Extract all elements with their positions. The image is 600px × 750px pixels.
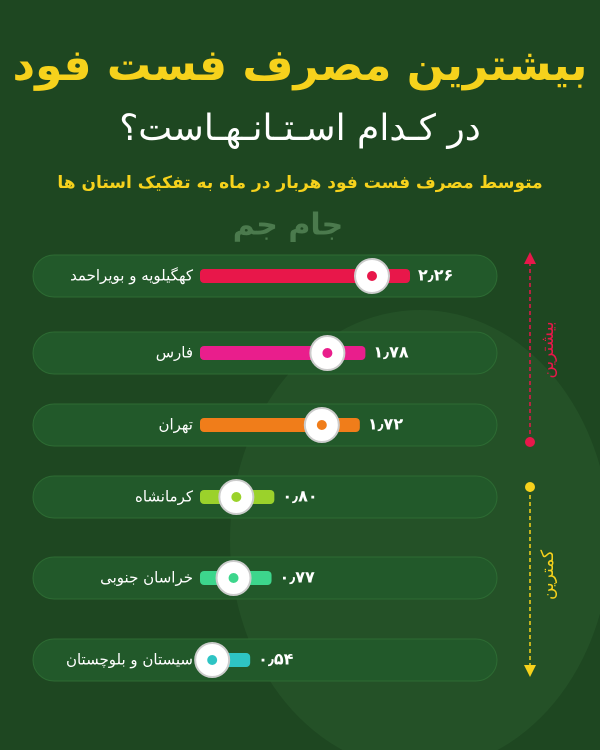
caption: متوسط مصرف فست فود هربار در ماه به تفکیک… bbox=[57, 173, 542, 193]
category-label: تهران bbox=[158, 416, 193, 434]
category-label: سیستان و بلوچستان bbox=[66, 651, 193, 669]
most-arrow-head bbox=[524, 252, 536, 264]
knob-dot bbox=[207, 655, 218, 665]
most-arrow-dot bbox=[525, 437, 535, 447]
value-label: ۰٫۸۰ bbox=[282, 487, 317, 506]
logo: جام جم bbox=[233, 208, 343, 243]
title: بیشترین مصرف فست فود bbox=[13, 40, 588, 91]
knob-dot bbox=[231, 492, 242, 502]
least-arrow-head bbox=[524, 665, 536, 677]
category-label: کهگیلویه و بویراحمد bbox=[70, 267, 194, 285]
most-label: بیشترین bbox=[538, 321, 558, 378]
row-pill bbox=[32, 638, 498, 682]
value-label: ۲٫۲۶ bbox=[418, 266, 453, 285]
knob-dot bbox=[316, 420, 327, 430]
value-label: ۱٫۷۲ bbox=[368, 415, 404, 434]
value-label: ۰٫۷۷ bbox=[280, 568, 316, 587]
category-label: کرمانشاه bbox=[135, 488, 194, 506]
value-label: ۱٫۷۸ bbox=[373, 343, 409, 362]
least-label: کمترین bbox=[538, 549, 558, 600]
knob-dot bbox=[228, 573, 239, 583]
knob-dot bbox=[367, 271, 377, 281]
value-label: ۰٫۵۴ bbox=[258, 650, 294, 669]
least-arrow-dot bbox=[525, 482, 535, 492]
category-label: خراسان جنوبی bbox=[100, 569, 193, 587]
bars: کهگیلویه و بویراحمد ۲٫۲۶ فارس ۱٫۷۸ تهران ۱٫۷۲… bbox=[32, 254, 498, 682]
category-label: فارس bbox=[156, 344, 193, 362]
subtitle: در کـدام اسـتـانـهـاست؟ bbox=[119, 108, 481, 149]
knob-dot bbox=[322, 348, 333, 358]
